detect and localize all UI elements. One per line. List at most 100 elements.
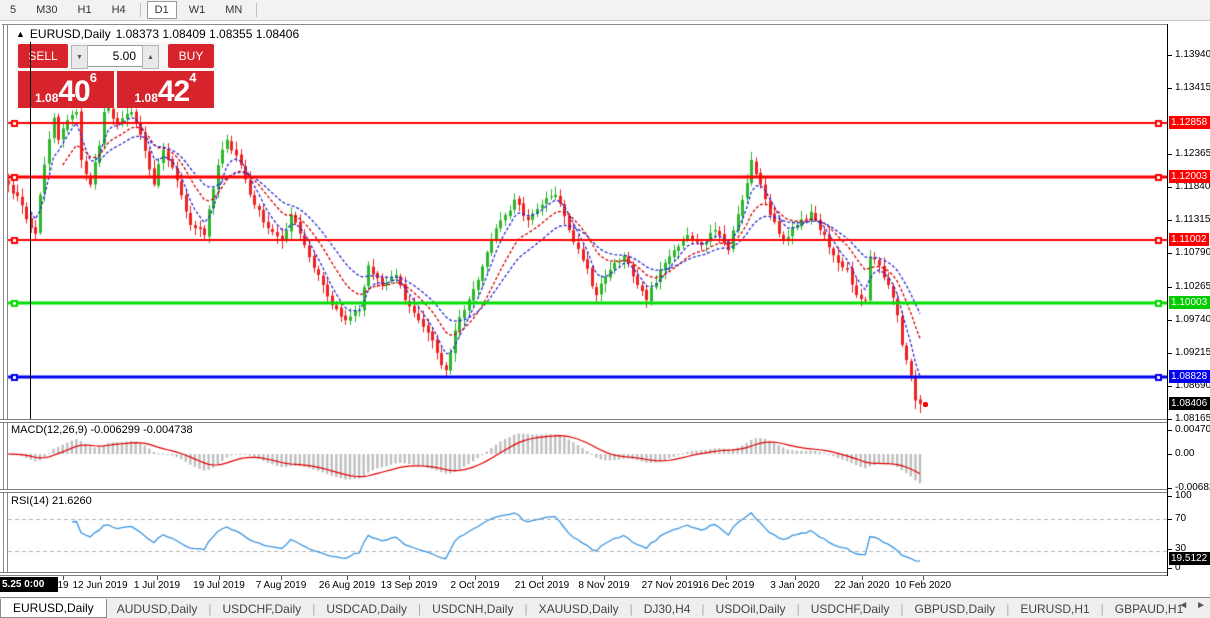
timeframe-toolbar: 5 M30 H1 H4 D1 W1 MN: [0, 0, 1210, 21]
time-tick-mark: [475, 576, 476, 580]
tab-scroll-right-button[interactable]: ►: [1196, 600, 1206, 611]
buy-quote-button[interactable]: 1.08 42 4: [117, 71, 214, 108]
tab-scroll-left-button[interactable]: ◄: [1178, 600, 1189, 611]
date-tick-label: 1 Jul 2019: [133, 580, 181, 591]
time-tick-mark: [157, 576, 158, 580]
tab-separator: |: [629, 601, 633, 616]
timeframe-button-h1[interactable]: H1: [77, 4, 92, 16]
axis-tick-mark: [1168, 286, 1172, 288]
chart-tab-eurusd-h1[interactable]: EURUSD,H1: [1020, 601, 1090, 616]
rsi-value-badge: 19.5122: [1169, 552, 1210, 565]
chart-symbol-label: EURUSD,Daily: [29, 27, 111, 41]
date-tick-label: 16 Dec 2019: [697, 580, 755, 591]
time-tick-mark: [923, 576, 924, 580]
axis-tick-mark: [1168, 568, 1172, 569]
axis-tick-mark: [1168, 319, 1172, 321]
timeframe-button-mn[interactable]: MN: [225, 4, 243, 16]
tab-separator: |: [1006, 601, 1010, 616]
date-tick-label: 19: [57, 580, 69, 591]
time-axis-border: [0, 572, 1210, 576]
buy-price-pip: 4: [189, 70, 197, 85]
price-tick-label: 1.13415: [1175, 81, 1210, 93]
price-tick-label: 1.12365: [1175, 148, 1210, 159]
rsi-axis-label: 30: [1175, 543, 1187, 554]
time-tick-mark: [862, 576, 863, 580]
axis-tick-mark: [1168, 496, 1172, 497]
buy-price-big: 42: [157, 75, 190, 108]
price-tick-label: 1.09215: [1175, 346, 1210, 358]
main-chart-canvas[interactable]: [0, 24, 1167, 576]
chart-tab-eurusd-daily[interactable]: EURUSD,Daily: [0, 599, 107, 618]
tab-separator: |: [312, 601, 316, 616]
macd-axis-label: 0.004702: [1175, 424, 1210, 436]
price-level-badge: 1.11002: [1169, 233, 1210, 247]
chart-tab-gbpusd-daily[interactable]: GBPUSD,Daily: [914, 601, 996, 616]
price-level-badge: 1.10003: [1169, 296, 1210, 310]
timeframe-button-m30[interactable]: M30: [36, 4, 58, 16]
price-pointer-icon: ▲: [16, 29, 25, 39]
macd-axis-label: 0.00: [1175, 448, 1195, 459]
last-price-marker: [923, 402, 928, 407]
chart-tab-gbpaud-h1[interactable]: GBPAUD,H1: [1114, 601, 1184, 616]
price-tick-label: 1.10265: [1175, 280, 1210, 292]
time-tick-mark: [219, 576, 220, 580]
axis-tick-mark: [1168, 385, 1172, 387]
sell-quote-button[interactable]: 1.08 40 6: [18, 71, 114, 108]
timeframe-button-d1[interactable]: D1: [146, 1, 177, 19]
lot-increase-button[interactable]: ▲: [142, 45, 159, 69]
date-tick-label: 7 Aug 2019: [255, 580, 307, 591]
chart-tab-bar: EURUSD,Daily AUDUSD,Daily | USDCHF,Daily | US…: [0, 597, 1210, 618]
lot-size-input[interactable]: 5.00: [88, 45, 142, 67]
chart-tab-dj30-h4[interactable]: DJ30,H4: [643, 601, 691, 616]
date-tick-label: 22 Jan 2020: [834, 580, 890, 591]
macd-panel-resize-handle[interactable]: [0, 419, 1210, 423]
chart-title: ▲ EURUSD,Daily 1.08373 1.08409 1.08355 1…: [16, 27, 299, 41]
time-tick-mark: [281, 576, 282, 580]
price-level-badge: 1.12003: [1169, 169, 1210, 183]
axis-tick-mark: [1168, 549, 1172, 550]
time-tick-mark: [726, 576, 727, 580]
chart-tab-usdcad-daily[interactable]: USDCAD,Daily: [326, 601, 407, 616]
tab-separator: |: [1100, 601, 1104, 616]
price-tick-label: 1.09740: [1175, 313, 1210, 325]
chart-tab-usdchf-daily[interactable]: USDCHF,Daily: [810, 601, 890, 616]
date-tick-label: 2 Oct 2019: [450, 580, 500, 591]
price-tick-label: 1.08165: [1175, 413, 1210, 425]
chart-tab-audusd-daily[interactable]: AUDUSD,Daily: [116, 601, 198, 616]
rsi-axis-label: 0: [1175, 562, 1181, 573]
time-tick-mark: [100, 576, 101, 580]
rsi-indicator-label: RSI(14) 21.6260: [11, 495, 92, 507]
rsi-panel-resize-handle[interactable]: [0, 489, 1210, 493]
date-tick-label: 3 Jan 2020: [770, 580, 820, 591]
chart-tab-xauusd-daily[interactable]: XAUUSD,Daily: [538, 601, 619, 616]
buy-button[interactable]: BUY: [168, 44, 214, 68]
timeframe-button-w1[interactable]: W1: [188, 4, 206, 16]
bid-price-badge: 1.08406: [1169, 396, 1210, 410]
time-tick-mark: [604, 576, 605, 580]
sell-button[interactable]: SELL: [18, 44, 68, 68]
chart-tab-usdoil-daily[interactable]: USDOil,Daily: [715, 601, 786, 616]
date-tick-label: 8 Nov 2019: [578, 580, 630, 591]
time-tick-mark: [63, 576, 64, 580]
date-tick-label: 12 Jun 2019: [72, 580, 128, 591]
tab-separator: |: [796, 601, 800, 616]
time-axis: 19 12 Jun 2019 1 Jul 2019 19 Jul 2019 7 Aug …: [0, 576, 1210, 596]
timeframe-button-h4[interactable]: H4: [111, 4, 126, 16]
price-level-badge: 1.08828: [1169, 370, 1210, 384]
date-tick-label: 13 Sep 2019: [380, 580, 438, 591]
chart-tab-usdcnh-daily[interactable]: USDCNH,Daily: [432, 601, 514, 616]
price-tick-label: 1.13940: [1175, 48, 1210, 60]
price-tick-label: 1.10790: [1175, 247, 1210, 259]
lot-decrease-button[interactable]: ▼: [71, 45, 88, 69]
chart-tab-usdchf-daily[interactable]: USDCHF,Daily: [222, 601, 302, 616]
macd-indicator-label: MACD(12,26,9) -0.006299 -0.004738: [11, 424, 193, 436]
timeframe-button-5[interactable]: 5: [10, 4, 17, 16]
vertical-line-object[interactable]: [30, 42, 31, 419]
sell-price-big: 40: [58, 75, 90, 108]
tab-scroll-buttons: ◄ ►: [1178, 600, 1206, 611]
one-click-trading-panel: SELL ▼ 5.00 ▲ BUY 1.08 40 6 1.08 42 4: [16, 42, 216, 108]
date-tick-label: 26 Aug 2019: [318, 580, 376, 591]
time-tick-mark: [795, 576, 796, 580]
price-tick-label: 1.11315: [1175, 214, 1210, 226]
